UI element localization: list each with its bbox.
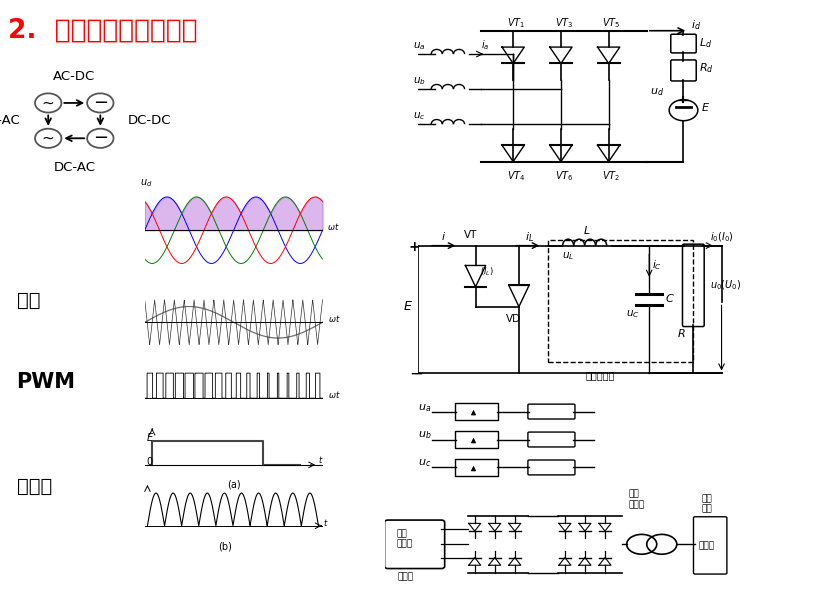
- Text: −: −: [93, 94, 108, 112]
- Text: DC-DC: DC-DC: [127, 114, 171, 127]
- Text: 相控: 相控: [17, 291, 40, 310]
- Text: $VT_2$: $VT_2$: [602, 169, 620, 183]
- Text: $u_a$: $u_a$: [418, 401, 431, 413]
- Text: 滤波器: 滤波器: [699, 542, 715, 551]
- Text: $\omega t$: $\omega t$: [328, 389, 341, 400]
- Text: AC-DC: AC-DC: [53, 70, 95, 84]
- Text: $t$: $t$: [323, 517, 328, 528]
- Text: VD: VD: [506, 314, 521, 325]
- Text: $u_C$: $u_C$: [626, 309, 639, 320]
- Text: $\omega t$: $\omega t$: [327, 221, 339, 232]
- Text: $L_d$: $L_d$: [700, 36, 713, 50]
- Text: PWM: PWM: [17, 371, 75, 392]
- Text: $C$: $C$: [665, 293, 675, 305]
- Text: $(I_L)$: $(I_L)$: [480, 265, 494, 278]
- Text: 交流
电网: 交流 电网: [702, 494, 713, 513]
- Text: 低通滤波器: 低通滤波器: [586, 370, 615, 380]
- Text: $VT_3$: $VT_3$: [555, 16, 573, 30]
- Text: −: −: [93, 129, 108, 147]
- Text: $i_L$: $i_L$: [524, 230, 533, 244]
- Text: $VT_5$: $VT_5$: [602, 16, 621, 30]
- Text: 同步
发电机: 同步 发电机: [396, 529, 413, 549]
- Text: $E$: $E$: [701, 102, 710, 114]
- Text: ~: ~: [42, 96, 55, 111]
- Text: $u_c$: $u_c$: [418, 457, 431, 469]
- Text: $0$: $0$: [146, 455, 154, 467]
- Text: −: −: [409, 365, 423, 383]
- Text: $i$: $i$: [441, 230, 446, 242]
- Text: (a): (a): [227, 480, 241, 490]
- Text: $u_0(U_0)$: $u_0(U_0)$: [710, 278, 741, 292]
- Text: AC-AC: AC-AC: [0, 114, 22, 127]
- Text: DC-AC: DC-AC: [53, 160, 95, 174]
- Text: $u_L$: $u_L$: [562, 251, 575, 262]
- Text: VT: VT: [464, 231, 477, 240]
- Text: $u_b$: $u_b$: [413, 75, 426, 87]
- Text: $\omega t$: $\omega t$: [328, 313, 341, 325]
- Text: $u_d$: $u_d$: [141, 177, 153, 189]
- Text: +: +: [409, 240, 421, 254]
- Text: ~: ~: [42, 131, 55, 146]
- Text: $E$: $E$: [146, 432, 155, 444]
- Text: $E$: $E$: [403, 299, 413, 313]
- Text: $L$: $L$: [582, 224, 590, 236]
- Text: $R$: $R$: [676, 326, 686, 338]
- Text: $i_d$: $i_d$: [691, 19, 701, 32]
- Text: 2.  电力电子主电路类型: 2. 电力电子主电路类型: [8, 18, 198, 44]
- Text: 网侧
变压器: 网侧 变压器: [629, 489, 644, 509]
- Text: $VT_1$: $VT_1$: [507, 16, 525, 30]
- Text: $u_d$: $u_d$: [650, 86, 664, 97]
- Text: $u_b$: $u_b$: [418, 430, 431, 442]
- Text: $u_a$: $u_a$: [413, 40, 425, 52]
- Text: $u_c$: $u_c$: [413, 111, 425, 122]
- Text: $VT_4$: $VT_4$: [507, 169, 525, 183]
- Text: (b): (b): [218, 542, 232, 552]
- Text: $i_0(I_0)$: $i_0(I_0)$: [710, 230, 734, 244]
- Text: $R_d$: $R_d$: [700, 62, 714, 75]
- Text: $i_a$: $i_a$: [481, 38, 490, 52]
- Text: 软开关: 软开关: [17, 477, 52, 496]
- Text: $i_C$: $i_C$: [652, 258, 662, 272]
- Text: $VT_6$: $VT_6$: [555, 169, 573, 183]
- Text: 风力机: 风力机: [398, 573, 414, 582]
- Text: $t$: $t$: [318, 454, 323, 465]
